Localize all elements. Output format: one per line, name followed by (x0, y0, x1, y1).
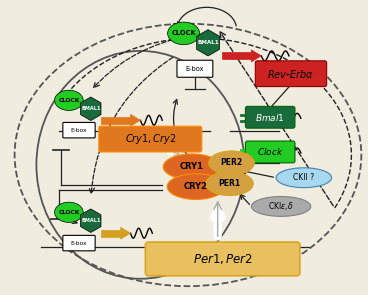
Ellipse shape (54, 90, 83, 110)
Text: $\mathit{Rev}$-$\mathit{Erb}\alpha$: $\mathit{Rev}$-$\mathit{Erb}\alpha$ (268, 68, 315, 80)
Text: CLOCK: CLOCK (58, 98, 79, 103)
FancyBboxPatch shape (255, 61, 327, 86)
Polygon shape (251, 50, 261, 62)
Text: PER2: PER2 (220, 158, 243, 167)
Text: CRY2: CRY2 (184, 182, 208, 191)
Ellipse shape (276, 168, 332, 188)
Ellipse shape (209, 151, 254, 175)
Polygon shape (222, 53, 251, 59)
FancyBboxPatch shape (63, 122, 95, 138)
Text: CKII ?: CKII ? (293, 173, 314, 182)
Text: CLOCK: CLOCK (58, 210, 79, 215)
Polygon shape (81, 209, 101, 232)
Ellipse shape (163, 154, 221, 180)
FancyBboxPatch shape (99, 126, 202, 152)
Text: $\mathit{Bmal1}$: $\mathit{Bmal1}$ (255, 112, 285, 123)
Polygon shape (121, 227, 131, 239)
Text: $\mathit{Cry1, Cry2}$: $\mathit{Cry1, Cry2}$ (124, 132, 176, 146)
Text: E-box: E-box (185, 66, 204, 72)
FancyBboxPatch shape (63, 235, 95, 251)
Text: CRY1: CRY1 (180, 162, 204, 171)
FancyBboxPatch shape (177, 60, 213, 77)
Text: CLOCK: CLOCK (171, 30, 196, 36)
Ellipse shape (206, 172, 253, 196)
Polygon shape (101, 117, 131, 124)
Text: CKI$\varepsilon$,$\delta$: CKI$\varepsilon$,$\delta$ (268, 200, 294, 212)
FancyBboxPatch shape (145, 242, 300, 276)
Text: E-box: E-box (71, 128, 87, 133)
Text: $\mathit{Clock}$: $\mathit{Clock}$ (257, 146, 284, 158)
Text: BMAL1: BMAL1 (81, 218, 100, 223)
FancyBboxPatch shape (245, 106, 295, 128)
Polygon shape (262, 145, 269, 161)
Text: BMAL1: BMAL1 (197, 40, 219, 45)
Text: $\mathit{Per1, Per2}$: $\mathit{Per1, Per2}$ (192, 252, 253, 266)
Text: E-box: E-box (71, 241, 87, 246)
Ellipse shape (167, 22, 199, 45)
Ellipse shape (54, 202, 83, 222)
Polygon shape (262, 110, 269, 126)
Polygon shape (81, 97, 101, 121)
Polygon shape (131, 114, 141, 126)
Ellipse shape (167, 174, 224, 199)
Text: BMAL1: BMAL1 (81, 106, 100, 111)
FancyBboxPatch shape (245, 141, 295, 163)
Ellipse shape (251, 196, 311, 216)
Polygon shape (101, 230, 121, 237)
Text: PER1: PER1 (219, 179, 241, 188)
Polygon shape (197, 30, 219, 56)
